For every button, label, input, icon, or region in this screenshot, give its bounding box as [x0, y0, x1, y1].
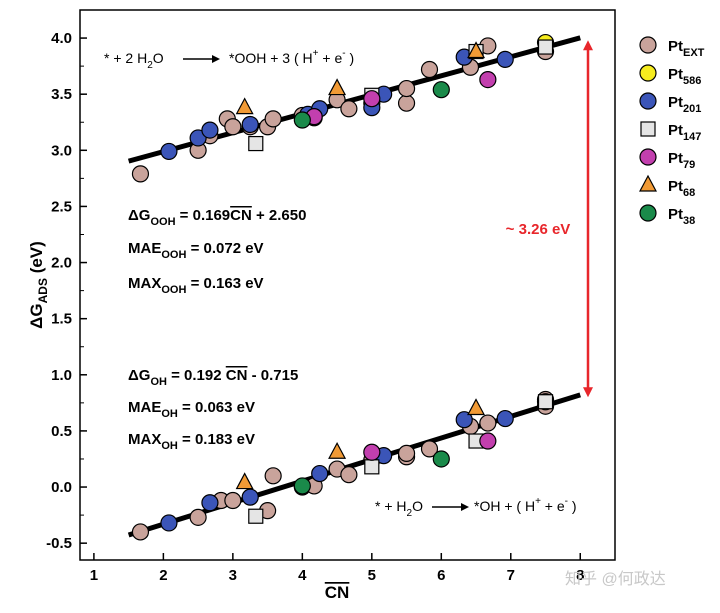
data-point-EXT	[264, 110, 282, 128]
equation-oh: ΔGOH = 0.192 CN - 0.715	[128, 367, 298, 388]
legend-marker-201	[639, 92, 657, 110]
legend-label-201: Pt201	[668, 94, 701, 115]
data-point-EXT	[397, 444, 416, 462]
data-point-201	[241, 115, 259, 134]
data-point-79	[479, 70, 497, 89]
y-tick-label: 0.5	[51, 423, 72, 440]
data-point-38	[432, 450, 450, 468]
data-point-EXT	[131, 523, 150, 541]
reaction-ooh-arrowhead	[212, 55, 220, 63]
legend-marker-147	[640, 121, 656, 137]
data-point-68	[328, 78, 347, 96]
data-point-EXT	[397, 79, 416, 98]
data-point-201	[189, 129, 207, 147]
x-tick-label: 1	[90, 567, 98, 584]
data-point-147	[537, 394, 554, 410]
y-tick-label: 2.5	[51, 198, 72, 215]
data-point-EXT	[479, 414, 497, 432]
data-point-201	[496, 409, 514, 428]
legend-marker-79	[639, 148, 657, 166]
equation-ooh: ΔGOOH = 0.169CN + 2.650	[128, 207, 306, 228]
data-point-68	[235, 472, 254, 490]
reaction-oh-products: *OH + ( H+ + e- )	[474, 496, 577, 514]
data-point-68	[235, 97, 254, 115]
legend: PtEXT Pt586 Pt201 Pt147 Pt79 Pt68 Pt38	[639, 36, 705, 227]
data-point-38	[293, 111, 311, 129]
data-point-EXT	[397, 94, 416, 112]
x-tick-label: 3	[229, 567, 237, 584]
max-oh: MAXOH = 0.183 eV	[128, 431, 255, 452]
gap-label: ~ 3.26 eV	[506, 221, 571, 238]
data-point-EXT	[224, 118, 242, 136]
data-point-201	[455, 411, 473, 429]
x-tick-label: 4	[298, 567, 307, 584]
max-ooh: MAXOOH = 0.163 eV	[128, 275, 264, 296]
data-point-201	[311, 464, 329, 483]
gap-arrow-head-bottom	[583, 387, 593, 398]
legend-label-EXT: PtEXT	[668, 38, 705, 59]
y-tick-label: -0.5	[46, 535, 72, 552]
data-point-EXT	[420, 60, 439, 79]
data-point-EXT	[340, 100, 358, 118]
data-point-68	[328, 441, 347, 459]
y-tick-label: 4.0	[51, 30, 72, 47]
y-tick-label: 3.0	[51, 142, 72, 159]
plot-frame	[79, 9, 616, 561]
y-tick-label: 2.0	[51, 255, 72, 272]
x-tick-label: 2	[159, 567, 167, 584]
data-point-201	[201, 121, 219, 139]
data-point-147	[364, 459, 380, 475]
legend-marker-586	[639, 64, 657, 82]
reaction-oh-reactants: * + H2O	[375, 498, 423, 519]
legend-label-68: Pt68	[668, 178, 695, 199]
y-tick-label: 1.5	[51, 311, 72, 328]
y-tick-label: 3.5	[51, 86, 72, 103]
data-point-147	[248, 135, 264, 152]
reaction-ooh-products: *OOH + 3 ( H+ + e- )	[229, 48, 354, 66]
data-point-EXT	[131, 165, 150, 183]
data-point-79	[363, 443, 381, 461]
mae-oh: MAEOH = 0.063 eV	[128, 399, 255, 420]
data-point-201	[201, 494, 219, 512]
data-point-147	[248, 508, 264, 524]
data-point-EXT	[224, 491, 242, 510]
data-point-EXT	[264, 467, 282, 485]
y-axis-label: ΔGADS (eV)	[27, 241, 50, 329]
watermark: 知乎 @何政达	[565, 570, 666, 588]
x-tick-label: 7	[507, 567, 515, 584]
legend-label-38: Pt38	[668, 206, 695, 227]
data-point-68	[467, 41, 486, 59]
x-tick-label: 5	[368, 567, 376, 584]
y-tick-label: 0.0	[51, 479, 72, 496]
legend-label-79: Pt79	[668, 150, 695, 171]
data-point-147	[537, 39, 554, 55]
gap-arrow-head-top	[583, 40, 593, 51]
data-point-201	[496, 50, 514, 68]
legend-marker-38	[639, 204, 657, 222]
data-point-EXT	[340, 466, 358, 484]
data-point-201	[241, 488, 259, 506]
data-point-79	[479, 432, 497, 450]
legend-label-147: Pt147	[668, 122, 701, 143]
data-point-68	[467, 398, 486, 416]
reaction-oh-arrowhead	[461, 503, 469, 511]
mae-ooh: MAEOOH = 0.072 eV	[128, 240, 264, 261]
reaction-ooh-reactants: * + 2 H2O	[104, 50, 164, 71]
data-point-EXT	[189, 508, 207, 526]
data-point-38	[293, 477, 311, 495]
legend-marker-EXT	[639, 36, 657, 54]
data-point-38	[432, 81, 450, 99]
data-point-201	[160, 514, 178, 532]
data-point-EXT	[420, 440, 439, 458]
x-tick-label: 6	[437, 567, 445, 584]
x-tick-label: 8	[576, 567, 584, 584]
legend-label-586: Pt586	[668, 66, 701, 87]
y-tick-label: 1.0	[51, 367, 72, 384]
data-point-201	[160, 142, 178, 161]
legend-marker-68	[639, 174, 657, 192]
x-axis-label: CN	[325, 583, 350, 602]
data-point-79	[363, 90, 381, 108]
